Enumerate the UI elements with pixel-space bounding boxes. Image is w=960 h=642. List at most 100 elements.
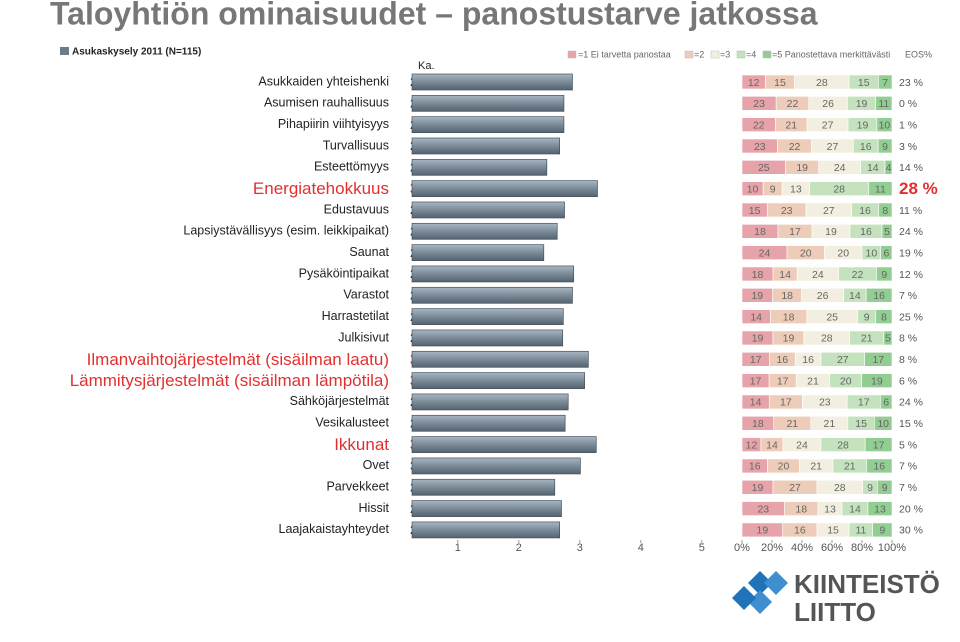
segment-label: 10 — [879, 119, 891, 131]
segment-label: 19 — [757, 525, 769, 537]
bar — [411, 265, 575, 283]
segment-label: 22 — [753, 119, 765, 131]
segment-label: 28 — [837, 439, 849, 451]
segment-label: 27 — [827, 141, 839, 153]
segment-label: 17 — [750, 354, 762, 366]
segment-label: 28 — [833, 183, 845, 195]
segment-label: 17 — [777, 375, 789, 387]
legend-swatch — [710, 50, 720, 59]
segment-label: 26 — [822, 98, 834, 110]
bar-segment — [866, 458, 893, 474]
segment-label: 15 — [855, 418, 867, 430]
bar-segment — [881, 224, 893, 239]
x-tick-label: 1 — [455, 542, 461, 554]
bar-segment — [861, 373, 893, 388]
category-label: Ikkunat — [334, 435, 389, 454]
segment-label: 20 — [837, 247, 849, 259]
segment-label: 14 — [849, 503, 861, 515]
bar-segment — [864, 437, 893, 452]
segment-label: 21 — [786, 418, 798, 430]
segment-label: 9 — [879, 525, 885, 537]
segment-label: 27 — [789, 482, 801, 494]
bar-segment — [867, 501, 893, 516]
segment-label: 20 — [778, 461, 790, 473]
legend-swatch — [736, 50, 746, 59]
segment-label: 9 — [770, 183, 776, 195]
bar — [411, 244, 545, 261]
segment-label: 15 — [749, 205, 761, 217]
segment-label: 25 — [758, 162, 770, 174]
category-label: Edustavuus — [324, 202, 389, 216]
category-label: Saunat — [349, 245, 389, 259]
eos-label: 12 % — [899, 269, 923, 281]
bar — [411, 286, 573, 304]
segment-label: 19 — [783, 333, 795, 345]
bar — [411, 350, 589, 368]
logo-mark — [732, 571, 788, 614]
segment-label: 23 — [757, 503, 769, 515]
segment-label: 23 — [819, 397, 831, 409]
bar-segment — [872, 522, 893, 538]
category-label: Esteettömyys — [314, 160, 389, 174]
x-tick-label: 3 — [577, 542, 583, 554]
segment-label: 13 — [874, 503, 886, 515]
segment-label: 20 — [840, 375, 852, 387]
segment-label: 24 — [812, 269, 824, 281]
segment-label: 24 — [759, 247, 771, 259]
category-label: Asukkaiden yhteishenki — [258, 74, 389, 88]
segment-label: 9 — [867, 482, 873, 494]
category-label: Varastot — [343, 288, 389, 302]
eos-label: 15 % — [899, 418, 923, 430]
segment-label: 14 — [766, 439, 778, 451]
segment-label: 21 — [824, 418, 836, 430]
legend-label: Asukaskysely 2011 (N=115) — [72, 47, 201, 58]
eos-label: 8 % — [899, 333, 917, 345]
bar — [411, 180, 598, 197]
bar — [411, 73, 573, 91]
category-label: Sähköjärjestelmät — [290, 394, 390, 408]
eos-label: 24 % — [899, 226, 923, 238]
category-label: Ovet — [363, 458, 390, 472]
bar-segment — [880, 245, 893, 260]
segment-label: 8 — [882, 205, 888, 217]
segment-label: 17 — [750, 375, 762, 387]
bar-segment — [878, 202, 893, 218]
segment-label: 22 — [789, 141, 801, 153]
bar — [411, 116, 565, 134]
segment-label: 18 — [795, 503, 807, 515]
bar — [411, 457, 581, 475]
eos-label: 8 % — [899, 354, 917, 366]
category-label: Ilmanvaihtojärjestelmät (sisäilman laatu… — [87, 350, 389, 369]
segment-label: 27 — [822, 119, 834, 131]
segment-label: 17 — [780, 397, 792, 409]
bar — [411, 414, 566, 432]
bar-segment — [874, 415, 893, 431]
eos-label: 6 % — [899, 375, 917, 387]
bar — [411, 372, 586, 389]
segment-label: 9 — [882, 141, 888, 153]
x-tick-label: 2 — [516, 542, 522, 554]
bar — [411, 478, 556, 496]
segment-label: 15 — [858, 77, 870, 89]
segment-label: 24 — [796, 439, 808, 451]
segment-label: 18 — [781, 290, 793, 302]
segment-label: 16 — [860, 141, 872, 153]
bar-segment — [876, 266, 893, 282]
segment-label: 17 — [872, 354, 884, 366]
legend-swatch — [762, 50, 772, 59]
eos-label: 25 % — [899, 311, 923, 323]
bar-segment — [875, 96, 893, 111]
eos-label: 14 % — [899, 162, 923, 174]
segment-label: 9 — [864, 311, 870, 323]
category-label: Hissit — [358, 501, 389, 515]
segment-label: 14 — [867, 162, 879, 174]
bar — [411, 393, 569, 411]
value-header: Ka. — [418, 60, 435, 72]
segment-label: 5 — [884, 226, 890, 238]
bar — [411, 521, 560, 539]
category-label: Parvekkeet — [326, 480, 389, 494]
legend-label: =1 Ei tarvetta panostaa — [578, 49, 671, 59]
segment-label: 26 — [817, 290, 829, 302]
segment-label: 18 — [783, 311, 795, 323]
